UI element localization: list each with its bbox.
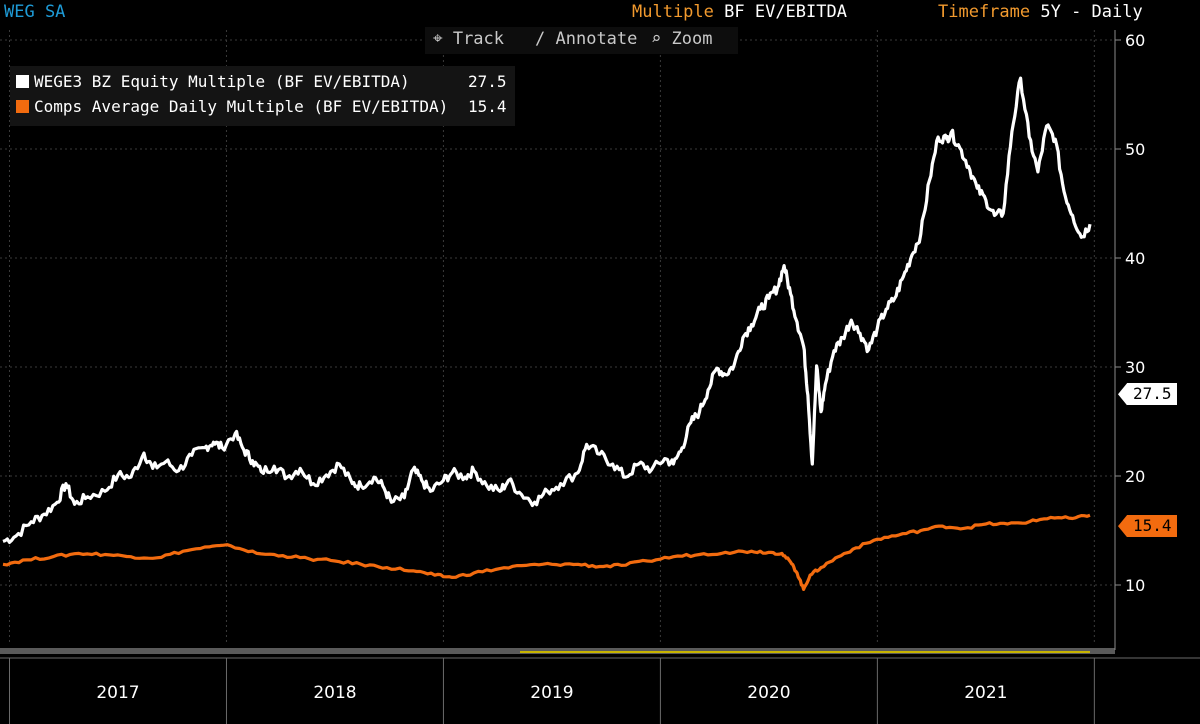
x-tick-label: 2019 [530,683,573,703]
zoom-button[interactable]: ⌕ Zoom [651,29,712,49]
timeframe-selector[interactable]: Timeframe 5Y - Daily [938,2,1143,22]
last-value-tag-comps: 15.4 [1127,515,1177,538]
legend-label-comps: Comps Average Daily Multiple (BF EV/EBIT… [34,97,449,116]
multiple-selector[interactable]: Multiple BF EV/EBITDA [632,2,847,22]
last-value-pointer-comps [1118,515,1127,538]
pencil-icon: ∕ [535,29,546,49]
legend-entry-wege3[interactable]: WEGE3 BZ Equity Multiple (BF EV/EBITDA) [16,72,410,91]
last-value-tag-wege3: 27.5 [1127,383,1177,406]
last-value-pointer-wege3 [1118,383,1127,406]
zoom-label: Zoom [671,29,713,49]
series-line-comps [2,513,1091,591]
security-title: WEG SA [4,2,66,22]
series-layer [2,76,1092,591]
multiple-label: Multiple [632,2,714,22]
series-line-wege3 [2,76,1092,544]
y-tick-label: 40 [1125,249,1145,268]
track-button[interactable]: ⌖ Track [433,29,504,49]
y-tick-label: 50 [1125,140,1145,159]
y-tick-label: 30 [1125,358,1145,377]
y-tick-label: 10 [1125,576,1145,595]
magnifier-icon: ⌕ [651,29,662,49]
x-tick-label: 2020 [747,683,790,703]
timeframe-label: Timeframe [938,2,1031,22]
legend-entry-comps[interactable]: Comps Average Daily Multiple (BF EV/EBIT… [16,97,448,116]
axis-layer: 2017 2018 2019 2020 2021 10 20 30 40 50 60 [0,30,1200,724]
legend-swatch-white [16,75,29,88]
x-tick-label: 2018 [313,683,356,703]
x-tick-label: 2017 [96,683,139,703]
y-tick-label: 20 [1125,467,1145,486]
multiple-value: BF EV/EBITDA [724,2,847,22]
annotate-label: Annotate [555,29,638,49]
legend-value-wege3: 27.5 [468,72,507,91]
timeline-scrollbar-thumb [520,651,1090,653]
crosshair-icon: ⌖ [433,29,443,49]
x-tick-label: 2021 [964,683,1007,703]
annotate-button[interactable]: ∕ Annotate [535,29,637,49]
y-tick-label: 60 [1125,31,1145,50]
legend-label-wege3: WEGE3 BZ Equity Multiple (BF EV/EBITDA) [34,72,410,91]
chart-legend: WEGE3 BZ Equity Multiple (BF EV/EBITDA) … [10,66,515,126]
track-label: Track [452,29,505,49]
legend-swatch-orange [16,100,29,113]
chart-toolbar: ⌖ Track ∕ Annotate ⌕ Zoom [425,27,738,54]
timeframe-value: 5Y - Daily [1040,2,1143,22]
legend-value-comps: 15.4 [468,97,507,116]
